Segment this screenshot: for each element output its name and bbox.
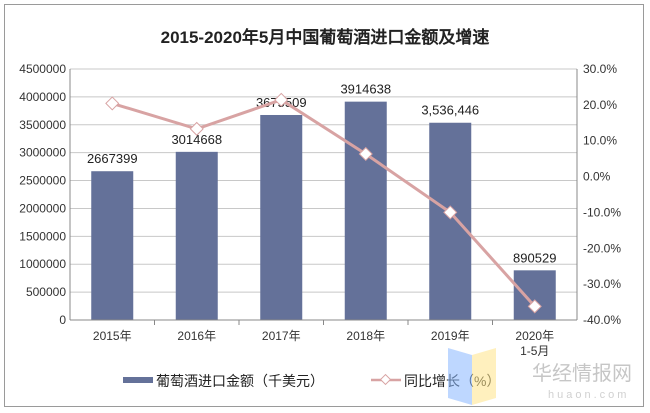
x-tick-label: 2017年 (262, 329, 301, 343)
line-marker (189, 121, 204, 136)
bar-data-label: 3914638 (340, 82, 391, 97)
watermark-logo-right (472, 348, 496, 405)
watermark-url: huaon.com (548, 389, 629, 401)
right-tick-label: -20.0% (583, 241, 621, 255)
line-marker (527, 299, 542, 314)
watermark-text: 华经情报网 (532, 362, 632, 385)
chart-frame (4, 4, 644, 407)
bar-data-label: 3014668 (171, 132, 222, 147)
left-tick-label: 3000000 (19, 146, 66, 160)
right-tick-label: 0.0% (583, 170, 611, 184)
bar (429, 122, 472, 320)
x-tick-label: 2018年 (346, 329, 385, 343)
left-tick-label: 4500000 (19, 62, 66, 76)
left-tick-label: 4000000 (19, 90, 66, 104)
growth-line (111, 98, 536, 308)
bar-data-label: 2667399 (87, 151, 138, 166)
x-tick-label: 1-5月 (520, 344, 549, 358)
chart-title: 2015-2020年5月中国葡萄酒进口金额及增速 (161, 27, 490, 47)
right-tick-label: 30.0% (583, 62, 617, 76)
bar-data-label: 3,536,446 (421, 103, 479, 118)
left-tick-label: 3500000 (19, 118, 66, 132)
line-marker (443, 205, 458, 220)
x-tick-label: 2016年 (177, 329, 216, 343)
left-tick-label: 500000 (26, 285, 66, 299)
legend-swatch-bar (123, 377, 153, 383)
legend-label-bar: 葡萄酒进口金额（千美元） (156, 373, 324, 389)
x-tick-label: 2019年 (431, 329, 470, 343)
watermark-logo-left (448, 348, 472, 405)
line-marker (105, 96, 120, 111)
left-tick-label: 0 (59, 313, 66, 327)
right-tick-label: 10.0% (583, 134, 617, 148)
bar (175, 151, 218, 320)
right-tick-label: -10.0% (583, 205, 621, 219)
bar (344, 101, 387, 320)
x-tick-label: 2020年 (515, 329, 554, 343)
bar (91, 171, 134, 320)
left-tick-label: 2500000 (19, 174, 66, 188)
line-marker (358, 146, 373, 162)
left-tick-label: 1500000 (19, 229, 66, 243)
right-tick-label: 20.0% (583, 98, 617, 112)
right-tick-label: -30.0% (583, 277, 621, 291)
left-tick-label: 1000000 (19, 257, 66, 271)
bar (260, 114, 303, 320)
right-tick-label: -40.0% (583, 313, 621, 327)
x-tick-label: 2015年 (93, 329, 132, 343)
bar-data-label: 890529 (513, 250, 556, 265)
legend-marker (379, 373, 392, 386)
watermark: 华经情报网 huaon.com (448, 348, 632, 405)
line-marker (274, 92, 289, 107)
left-tick-label: 2000000 (19, 201, 66, 215)
